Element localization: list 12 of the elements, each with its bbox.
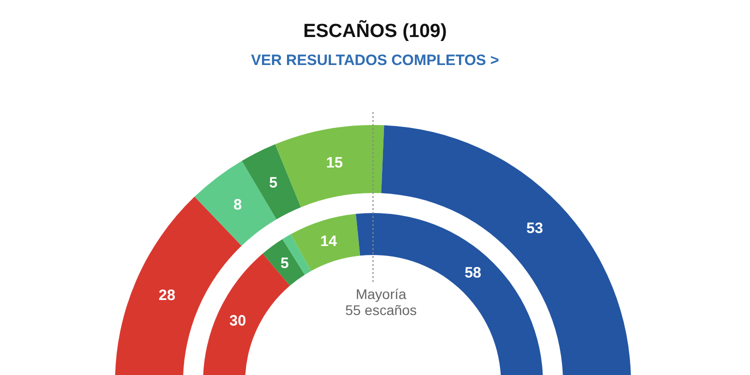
chart-title: ESCAÑOS (109) (303, 20, 447, 42)
data-label: 8 (234, 196, 242, 214)
data-label: 28 (158, 287, 176, 304)
data-label: 58 (464, 264, 482, 282)
data-label: 5 (269, 174, 278, 192)
chart-subtitle: VER RESULTADOS COMPLETOS > (251, 52, 500, 69)
data-label: 30 (229, 312, 246, 330)
data-label: 53 (526, 220, 544, 238)
data-label: 14 (320, 232, 338, 250)
data-label: 5 (280, 254, 289, 272)
data-label: 15 (326, 154, 343, 172)
text: Mayoría 55 escaños (345, 286, 417, 318)
